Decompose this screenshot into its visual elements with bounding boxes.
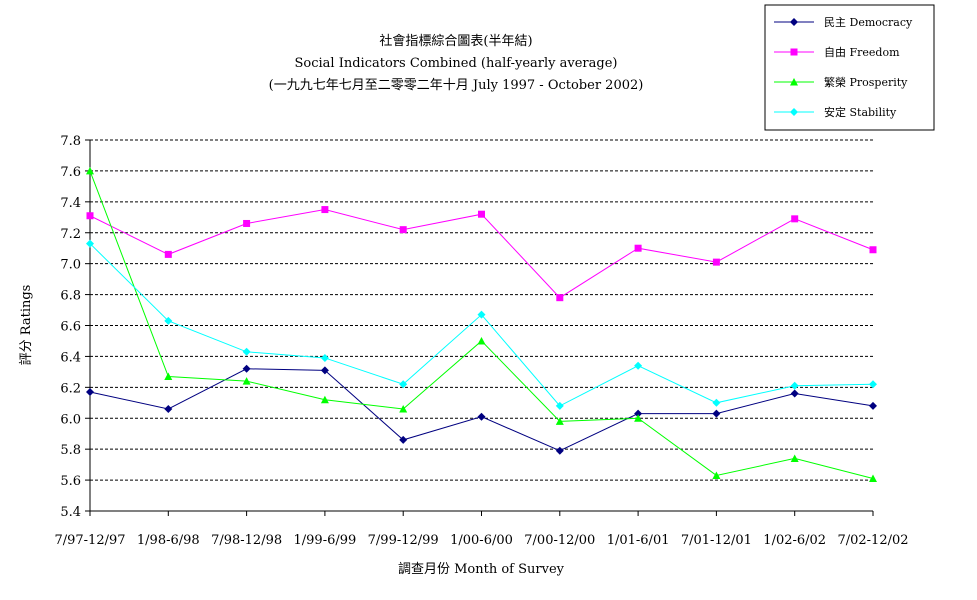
series-markers [86, 166, 877, 483]
legend-marker-prosperity [790, 78, 798, 86]
data-point-freedom [478, 210, 485, 218]
data-point-prosperity [399, 404, 408, 413]
x-tick-label: 1/99-6/99 [294, 533, 357, 548]
data-point-democracy [86, 387, 94, 396]
data-point-stability [320, 353, 329, 362]
data-point-freedom [164, 250, 172, 258]
data-point-freedom [712, 258, 720, 266]
x-tick-label: 7/02-12/02 [837, 533, 908, 548]
gridlines [90, 139, 873, 481]
x-tick-label: 1/01-6/01 [607, 533, 670, 548]
data-point-stability [399, 380, 408, 389]
data-point-democracy [869, 401, 877, 410]
data-point-stability [555, 401, 564, 410]
x-tick-label: 7/97-12/97 [54, 533, 125, 548]
data-point-stability [712, 398, 721, 407]
y-tick-label: 5.6 [60, 474, 81, 489]
y-tick-label: 5.4 [60, 505, 81, 520]
legend-marker-democracy [790, 18, 798, 26]
data-point-freedom [86, 212, 94, 220]
data-point-democracy [555, 446, 564, 455]
x-tick-label: 7/00-12/00 [524, 533, 595, 548]
y-axis-ticks: 7.8 7.6 7.4 7.2 7.0 6.8 6.6 6.4 6.2 6.0 5.8 5.6 5.4 [60, 134, 90, 520]
legend-label-freedom: 自由 Freedom [824, 45, 900, 59]
data-point-stability [477, 310, 486, 319]
data-point-prosperity [320, 395, 329, 404]
x-tick-label: 7/01-12/01 [681, 533, 752, 548]
data-point-freedom [321, 206, 329, 214]
y-tick-label: 5.8 [60, 443, 81, 458]
data-point-democracy [320, 366, 329, 375]
data-point-freedom [243, 219, 251, 227]
data-point-freedom [399, 226, 407, 234]
x-tick-label: 7/99-12/99 [368, 533, 439, 548]
data-point-stability [869, 380, 877, 389]
data-point-democracy [477, 412, 486, 421]
y-tick-label: 7.0 [60, 258, 81, 273]
data-point-stability [164, 316, 173, 325]
y-tick-label: 6.8 [60, 289, 81, 304]
series-line-democracy [89, 368, 874, 452]
data-point-democracy [790, 389, 799, 398]
data-point-freedom [791, 215, 799, 223]
chart-subtitle: Social Indicators Combined (half-yearly … [295, 56, 618, 71]
y-tick-label: 6.2 [60, 381, 81, 396]
x-tick-label: 7/98-12/98 [211, 533, 282, 548]
data-point-stability [634, 361, 643, 370]
data-point-stability [242, 347, 251, 356]
data-point-prosperity [555, 417, 564, 425]
data-point-prosperity [712, 471, 721, 479]
series-line-stability [89, 243, 874, 407]
x-tick-label: 1/02-6/02 [763, 533, 826, 548]
data-point-prosperity [790, 454, 799, 462]
data-point-prosperity [869, 474, 877, 483]
series-line-freedom [89, 209, 874, 299]
data-point-prosperity [86, 166, 94, 175]
legend-label-prosperity: 繁榮 Prosperity [824, 75, 908, 89]
data-point-freedom [869, 246, 877, 254]
y-tick-label: 7.8 [60, 134, 81, 149]
y-tick-label: 6.0 [60, 412, 81, 427]
data-point-prosperity [242, 377, 251, 385]
data-point-democracy [399, 435, 408, 444]
y-tick-label: 6.6 [60, 320, 81, 335]
y-tick-label: 7.6 [60, 165, 81, 180]
data-point-freedom [556, 294, 564, 302]
legend: 民主 Democracy 自由 Freedom 繁榮 Prosperity 安定 St… [764, 4, 935, 131]
y-axis-title: 評分 Ratings [19, 285, 34, 366]
data-point-democracy [712, 409, 721, 418]
x-axis-title: 調查月份 Month of Survey [398, 562, 565, 577]
chart-title: 社會指標綜合圖表(半年結) [379, 33, 532, 49]
chart-title-group: 社會指標綜合圖表(半年結) Social Indicators Combined… [269, 33, 644, 93]
x-axis-ticks: 7/97-12/97 1/98-6/98 7/98-12/98 1/99-6/99 7/… [54, 511, 909, 548]
legend-label-stability: 安定 Stability [824, 105, 897, 119]
y-tick-label: 6.4 [60, 350, 81, 365]
data-point-freedom [634, 244, 642, 252]
data-point-stability [86, 239, 94, 248]
data-point-democracy [634, 409, 643, 418]
data-point-stability [790, 381, 799, 390]
data-point-democracy [164, 404, 173, 413]
chart-date-range: (一九九七年七月至二零零二年十月 July 1997 - October 200… [269, 78, 644, 93]
y-tick-label: 7.4 [60, 196, 81, 211]
data-point-prosperity [164, 372, 173, 381]
legend-label-democracy: 民主 Democracy [824, 16, 913, 29]
x-tick-label: 1/00-6/00 [450, 533, 513, 548]
data-point-prosperity [634, 414, 643, 422]
data-point-prosperity [477, 336, 486, 345]
legend-marker-stability [790, 108, 798, 116]
x-tick-label: 1/98-6/98 [137, 533, 200, 548]
data-point-democracy [242, 364, 251, 373]
y-tick-label: 7.2 [60, 227, 81, 242]
legend-marker-freedom [790, 48, 798, 56]
